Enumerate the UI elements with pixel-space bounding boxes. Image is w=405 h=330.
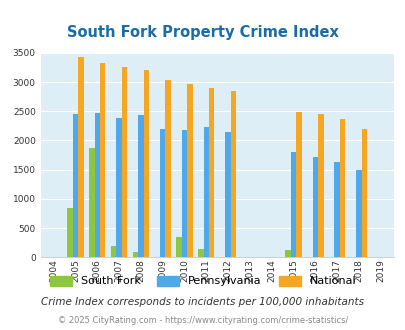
Bar [78, 57, 83, 257]
Text: Crime Index corresponds to incidents per 100,000 inhabitants: Crime Index corresponds to incidents per… [41, 297, 364, 307]
Bar [132, 251, 138, 257]
Bar [339, 119, 345, 257]
Bar [89, 148, 94, 257]
Bar [209, 88, 214, 257]
Bar [285, 250, 290, 257]
Bar [290, 152, 296, 257]
Bar [225, 132, 230, 257]
Bar [160, 129, 165, 257]
Bar [203, 127, 209, 257]
Bar [116, 118, 121, 257]
Bar [296, 112, 301, 257]
Bar [198, 249, 203, 257]
Bar [361, 128, 366, 257]
Bar [67, 208, 72, 257]
Bar [176, 237, 181, 257]
Legend: South Fork, Pennsylvania, National: South Fork, Pennsylvania, National [45, 271, 360, 291]
Bar [143, 70, 149, 257]
Bar [138, 115, 143, 257]
Bar [187, 84, 192, 257]
Text: South Fork Property Crime Index: South Fork Property Crime Index [67, 25, 338, 40]
Bar [355, 170, 361, 257]
Bar [181, 130, 187, 257]
Bar [94, 113, 100, 257]
Bar [312, 157, 317, 257]
Bar [230, 91, 236, 257]
Bar [111, 246, 116, 257]
Bar [100, 63, 105, 257]
Bar [122, 67, 127, 257]
Bar [334, 161, 339, 257]
Text: © 2025 CityRating.com - https://www.cityrating.com/crime-statistics/: © 2025 CityRating.com - https://www.city… [58, 316, 347, 325]
Bar [165, 80, 171, 257]
Bar [317, 114, 323, 257]
Bar [72, 114, 78, 257]
